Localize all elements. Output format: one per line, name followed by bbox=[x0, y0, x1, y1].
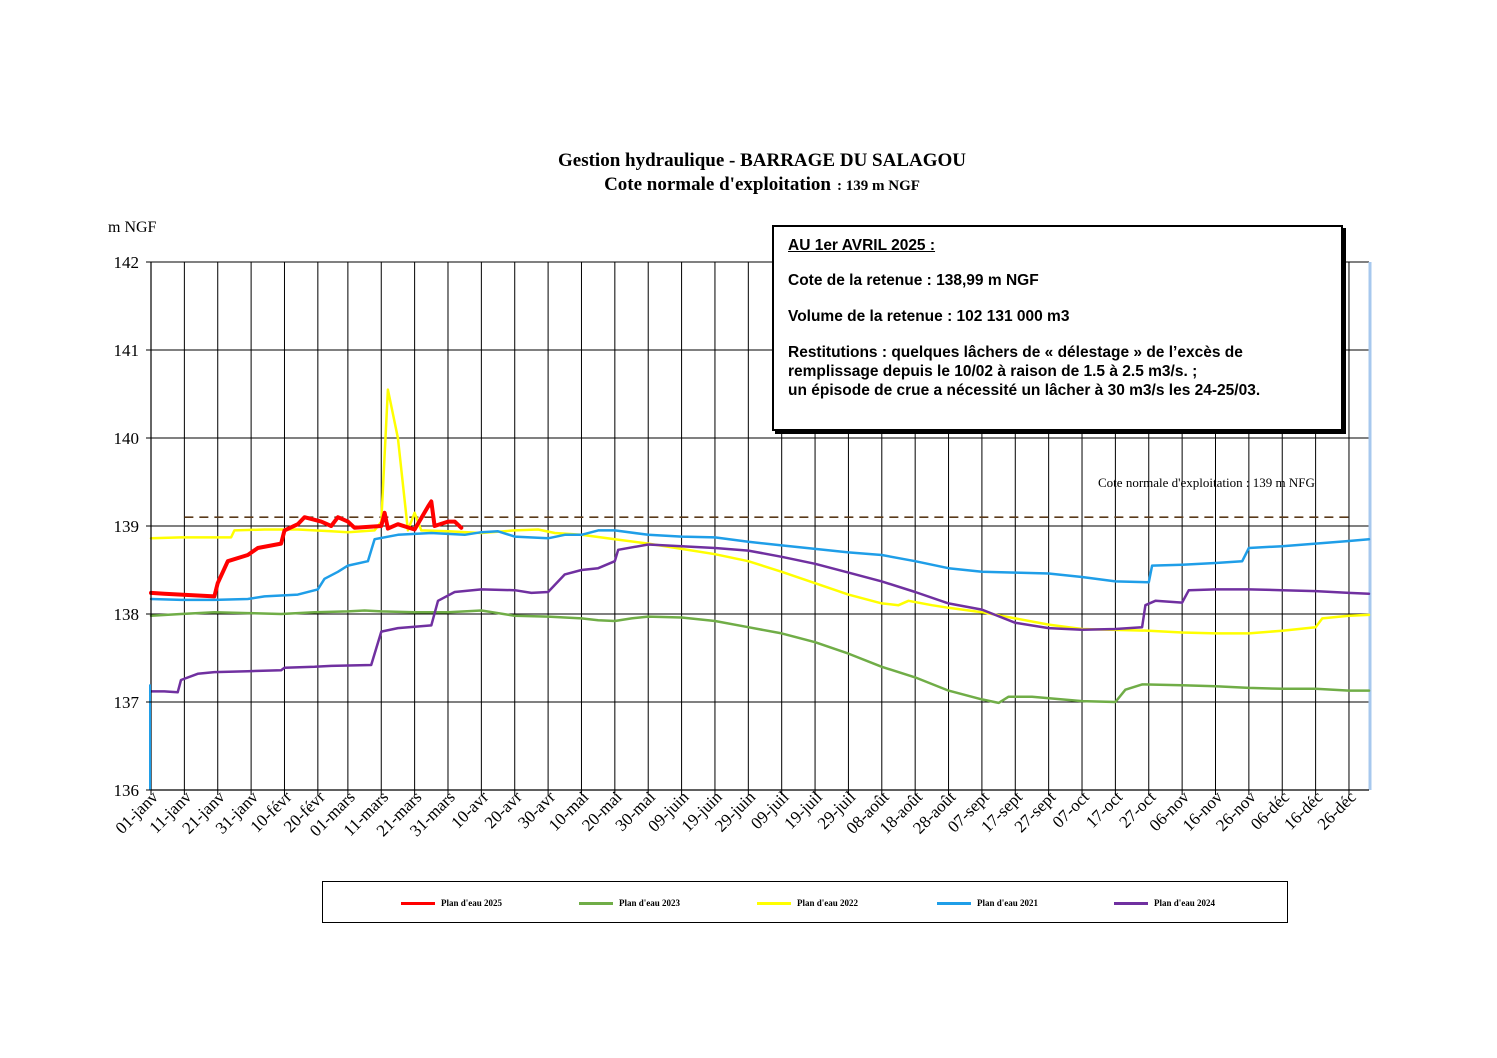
y-tick-label: 137 bbox=[114, 693, 140, 712]
legend-label: Plan d'eau 2023 bbox=[619, 898, 681, 908]
x-tick-label: 07-oct bbox=[1049, 787, 1093, 831]
legend-label: Plan d'eau 2024 bbox=[1154, 898, 1216, 908]
x-tick-label: 26-déc bbox=[1314, 787, 1360, 833]
legend: Plan d'eau 2025 Plan d'eau 2023 Plan d'eau… bbox=[322, 881, 1288, 923]
legend-item: Plan d'eau 2023 bbox=[579, 897, 680, 909]
y-axis-unit: m NGF bbox=[108, 219, 157, 236]
legend-label: Plan d'eau 2022 bbox=[797, 898, 859, 908]
legend-item: Plan d'eau 2025 bbox=[401, 897, 502, 909]
x-tick-labels: 01-janv11-janv21-janv31-janv10-févr20-fé… bbox=[112, 787, 1360, 840]
chart-title-line1: Gestion hydraulique - BARRAGE DU SALAGOU bbox=[558, 150, 966, 171]
series-line-2024 bbox=[149, 543, 1371, 694]
y-tick-label: 139 bbox=[114, 517, 140, 536]
legend-item: Plan d'eau 2024 bbox=[1114, 897, 1215, 909]
info-box: AU 1er AVRIL 2025 : Cote de la retenue :… bbox=[772, 225, 1343, 431]
y-tick-label: 142 bbox=[114, 253, 140, 272]
legend-swatch bbox=[579, 901, 613, 905]
legend-swatch bbox=[757, 901, 791, 905]
legend-swatch bbox=[937, 901, 971, 905]
reference-line: Cote normale d'exploitation : 139 m NFG bbox=[184, 475, 1349, 519]
series-line-2025 bbox=[149, 499, 464, 599]
x-tick-label: 20-avr bbox=[481, 787, 526, 832]
legend-item: Plan d'eau 2021 bbox=[937, 897, 1038, 909]
x-tick-label: 10-avr bbox=[447, 787, 492, 832]
info-cote: Cote de la retenue : 138,99 m NGF bbox=[788, 272, 1039, 289]
x-tick-label: 17-oct bbox=[1082, 787, 1126, 831]
chart-title-line2-main: Cote normale d'exploitation bbox=[604, 174, 831, 195]
legend-swatch bbox=[1114, 901, 1148, 905]
legend-label: Plan d'eau 2025 bbox=[441, 898, 503, 908]
legend-swatch bbox=[401, 901, 435, 905]
legend-label: Plan d'eau 2021 bbox=[977, 898, 1039, 908]
axes bbox=[146, 261, 1369, 795]
chart-title-line2: Cote normale d'exploitation : 139 m NGF bbox=[604, 174, 920, 195]
info-restitutions-line3: un épisode de crue a nécessité un lâcher… bbox=[788, 382, 1261, 399]
y-tick-label: 140 bbox=[114, 429, 140, 448]
reference-line-label: Cote normale d'exploitation : 139 m NFG bbox=[1098, 475, 1315, 490]
legend-item: Plan d'eau 2022 bbox=[757, 897, 858, 909]
info-restitutions: Restitutions : quelques lâchers de « dél… bbox=[788, 343, 1327, 400]
info-restitutions-line1: Restitutions : quelques lâchers de « dél… bbox=[788, 344, 1243, 361]
y-tick-label: 141 bbox=[114, 341, 140, 360]
y-tick-label: 138 bbox=[114, 605, 140, 624]
series-line-2023 bbox=[149, 609, 1371, 705]
y-tick-labels: 136 137 138 139 140 141 142 bbox=[114, 253, 140, 800]
series-line-2021 bbox=[149, 529, 1371, 602]
info-restitutions-line2: remplissage depuis le 10/02 à raison de … bbox=[788, 363, 1198, 380]
series-group bbox=[149, 388, 1371, 705]
chart-title-line2-small: : 139 m NGF bbox=[837, 178, 920, 194]
info-header: AU 1er AVRIL 2025 : bbox=[788, 237, 936, 254]
y-tick-label: 136 bbox=[114, 781, 140, 800]
info-volume: Volume de la retenue : 102 131 000 m3 bbox=[788, 308, 1070, 325]
